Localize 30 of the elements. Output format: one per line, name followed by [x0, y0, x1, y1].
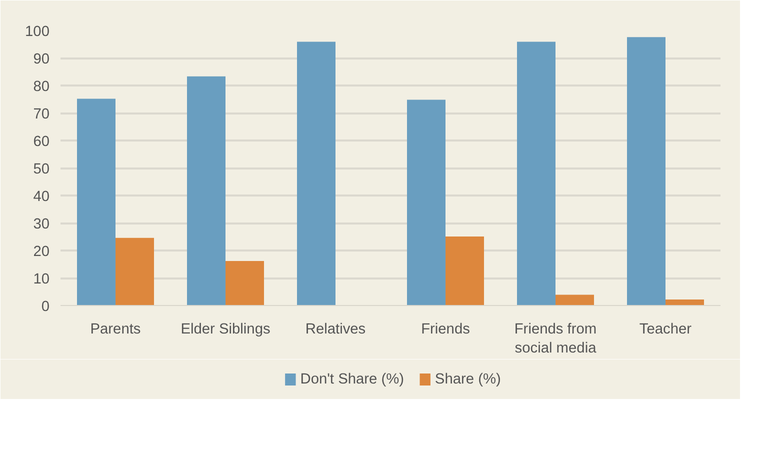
- y-tick-label: 0: [41, 299, 50, 315]
- y-tick-label: 10: [33, 272, 50, 288]
- y-tick-label: 50: [33, 162, 50, 178]
- bar: [77, 98, 116, 306]
- bar: [627, 37, 666, 306]
- bar: [556, 294, 594, 306]
- bar: [226, 260, 264, 306]
- y-tick-label: 40: [33, 189, 50, 205]
- bar: [407, 100, 446, 306]
- legend-label: Share (%): [434, 372, 501, 388]
- bar: [517, 42, 556, 306]
- x-tick-label: Relatives: [305, 322, 366, 338]
- bar: [666, 299, 704, 306]
- x-tick-label: Parents: [90, 322, 141, 338]
- x-tick-label: Teacher: [639, 322, 692, 338]
- y-tick-label: 80: [33, 79, 50, 95]
- y-tick-label: 70: [33, 106, 50, 122]
- x-tick-label: Friends: [421, 322, 470, 338]
- x-tick-label: Friends from social media: [514, 322, 598, 357]
- bar: [187, 76, 226, 306]
- bar: [446, 236, 484, 306]
- y-tick-label: 30: [33, 216, 50, 232]
- bar: [297, 42, 336, 306]
- y-tick-label: 90: [33, 52, 50, 68]
- x-tick-label: Elder Siblings: [180, 322, 270, 338]
- bar: [116, 238, 154, 306]
- y-tick-label: 20: [33, 244, 50, 260]
- y-tick-label: 60: [33, 134, 50, 150]
- y-tick-label: 100: [25, 24, 50, 40]
- legend-label: Don't Share (%): [300, 372, 404, 388]
